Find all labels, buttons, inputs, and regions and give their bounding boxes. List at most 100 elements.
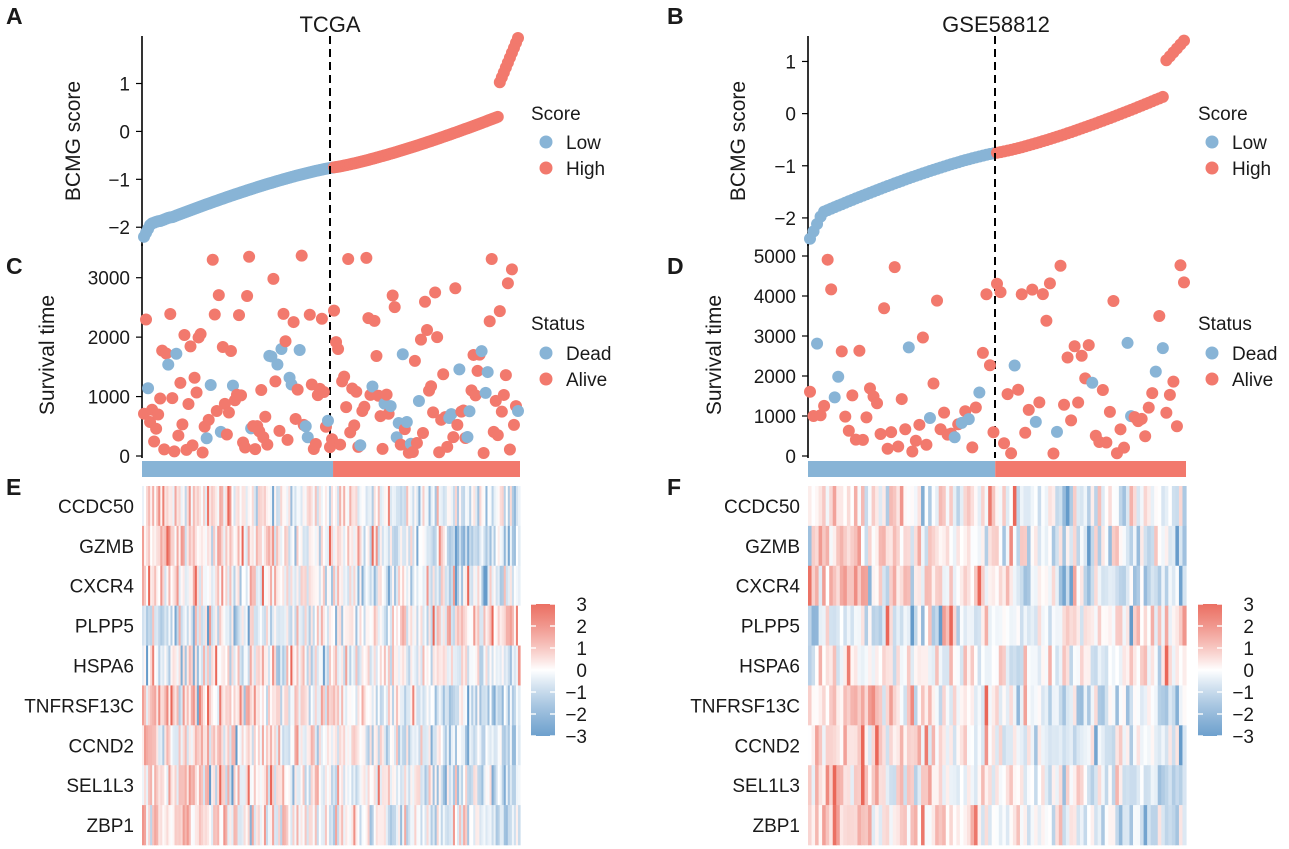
colorbar-tick-label: −3 — [1232, 727, 1254, 748]
heatmap-cell — [1072, 525, 1078, 567]
heatmap-cell — [1019, 486, 1025, 527]
heatmap-cell — [1154, 645, 1159, 686]
heatmap-cell — [316, 805, 320, 846]
heatmap-cell — [1027, 486, 1032, 527]
survival-point — [927, 377, 940, 390]
heatmap-cell — [282, 486, 285, 527]
heatmap-cell — [503, 725, 507, 766]
heatmap-cell — [1051, 725, 1056, 766]
heatmap-cell — [1041, 805, 1046, 846]
heatmap-cell — [361, 605, 365, 646]
heatmap-cell — [217, 525, 220, 567]
survival-point — [150, 422, 163, 435]
heatmap-cell — [811, 605, 816, 646]
heatmap-cell — [846, 486, 851, 527]
heatmap-cell — [302, 765, 306, 806]
heatmap-cell — [977, 486, 982, 527]
heatmap-cell — [312, 486, 316, 527]
heatmap-cell — [1147, 525, 1152, 567]
heatmap-cell — [333, 725, 336, 766]
heatmap-cell — [245, 645, 249, 686]
heatmap-cell — [952, 565, 957, 606]
heatmap-cell — [1168, 605, 1173, 646]
heatmap-cell — [1023, 645, 1028, 686]
heatmap-cell — [1030, 486, 1035, 527]
heatmap-cell — [829, 486, 834, 527]
heatmap-cell — [1002, 605, 1007, 646]
heatmap-cell — [217, 765, 220, 806]
heatmap-cell — [363, 685, 367, 726]
heatmap-cell — [205, 565, 208, 606]
heatmap-cell — [300, 565, 304, 606]
heatmap-cell — [245, 685, 249, 726]
heatmap-cell — [353, 525, 356, 567]
heatmap-cell — [379, 486, 383, 527]
heatmap-cell — [227, 765, 230, 806]
heatmap-cell — [221, 525, 224, 567]
legend-label-high: High — [1232, 159, 1271, 180]
heatmap-cell — [162, 486, 165, 527]
heatmap-cell — [160, 645, 163, 686]
heatmap-cell — [473, 805, 476, 846]
heatmap-cell — [434, 486, 438, 527]
heatmap-cell — [231, 725, 235, 766]
heatmap-cell — [353, 765, 356, 806]
heatmap-cell — [981, 645, 986, 686]
heatmap-cell — [306, 525, 310, 567]
heatmap-cell — [959, 645, 965, 686]
heatmap-cell — [1062, 645, 1067, 686]
heatmap-cell — [377, 685, 381, 726]
heatmap-cell — [237, 685, 241, 726]
heatmap-cell — [1168, 765, 1173, 806]
heatmap-cell — [302, 685, 306, 726]
heatmap-cell — [286, 486, 289, 527]
heatmap-cell — [850, 565, 855, 606]
heatmap-cell — [363, 765, 367, 806]
heatmap-cell — [503, 685, 507, 726]
heatmap-cell — [202, 645, 206, 686]
heatmap-cell — [219, 805, 222, 846]
heatmap-cell — [381, 565, 385, 606]
heatmap-cell — [294, 645, 298, 686]
heatmap-cell — [917, 725, 922, 766]
heatmap-cell — [241, 486, 245, 527]
heatmap-cell — [1118, 605, 1124, 646]
heatmap-cell — [174, 685, 178, 726]
colorbar-tick-label: 0 — [1243, 661, 1254, 682]
heatmap-cell — [213, 605, 216, 646]
heatmap-cell — [357, 565, 361, 606]
heatmap-cell — [268, 805, 271, 846]
heatmap-cell — [1104, 685, 1109, 726]
heatmap-cell — [257, 765, 261, 806]
heatmap-cell — [906, 685, 912, 726]
heatmap-cell — [259, 565, 263, 606]
heatmap-cell — [416, 805, 419, 846]
heatmap-cell — [815, 645, 820, 686]
heatmap-cell — [296, 645, 300, 686]
heatmap-cell — [1065, 765, 1071, 806]
heatmap-cell — [875, 605, 880, 646]
heatmap-cell — [499, 685, 503, 726]
heatmap-cell — [318, 645, 322, 686]
heatmap-cell — [164, 805, 167, 846]
heatmap-cell — [1143, 565, 1148, 606]
heatmap-cell — [205, 765, 208, 806]
heatmap-cell — [825, 525, 830, 567]
survival-point — [1029, 415, 1042, 428]
heatmap-cell — [442, 565, 446, 606]
heatmap-cell — [205, 486, 208, 527]
heatmap-cell — [257, 725, 261, 766]
heatmap-cell — [259, 645, 263, 686]
heatmap-cell — [1097, 805, 1102, 846]
heatmap-cell — [442, 486, 446, 527]
heatmap-cell — [200, 645, 204, 686]
heatmap-cell — [428, 645, 432, 686]
heatmap-cell — [853, 685, 859, 726]
heatmap-cell — [1133, 765, 1138, 806]
heatmap-cell — [400, 605, 403, 646]
heatmap-cell — [1009, 525, 1014, 567]
heatmap-cell — [913, 725, 919, 766]
heatmap-cell — [184, 765, 188, 806]
heatmap-cell — [302, 645, 306, 686]
heatmap-cell — [931, 685, 936, 726]
